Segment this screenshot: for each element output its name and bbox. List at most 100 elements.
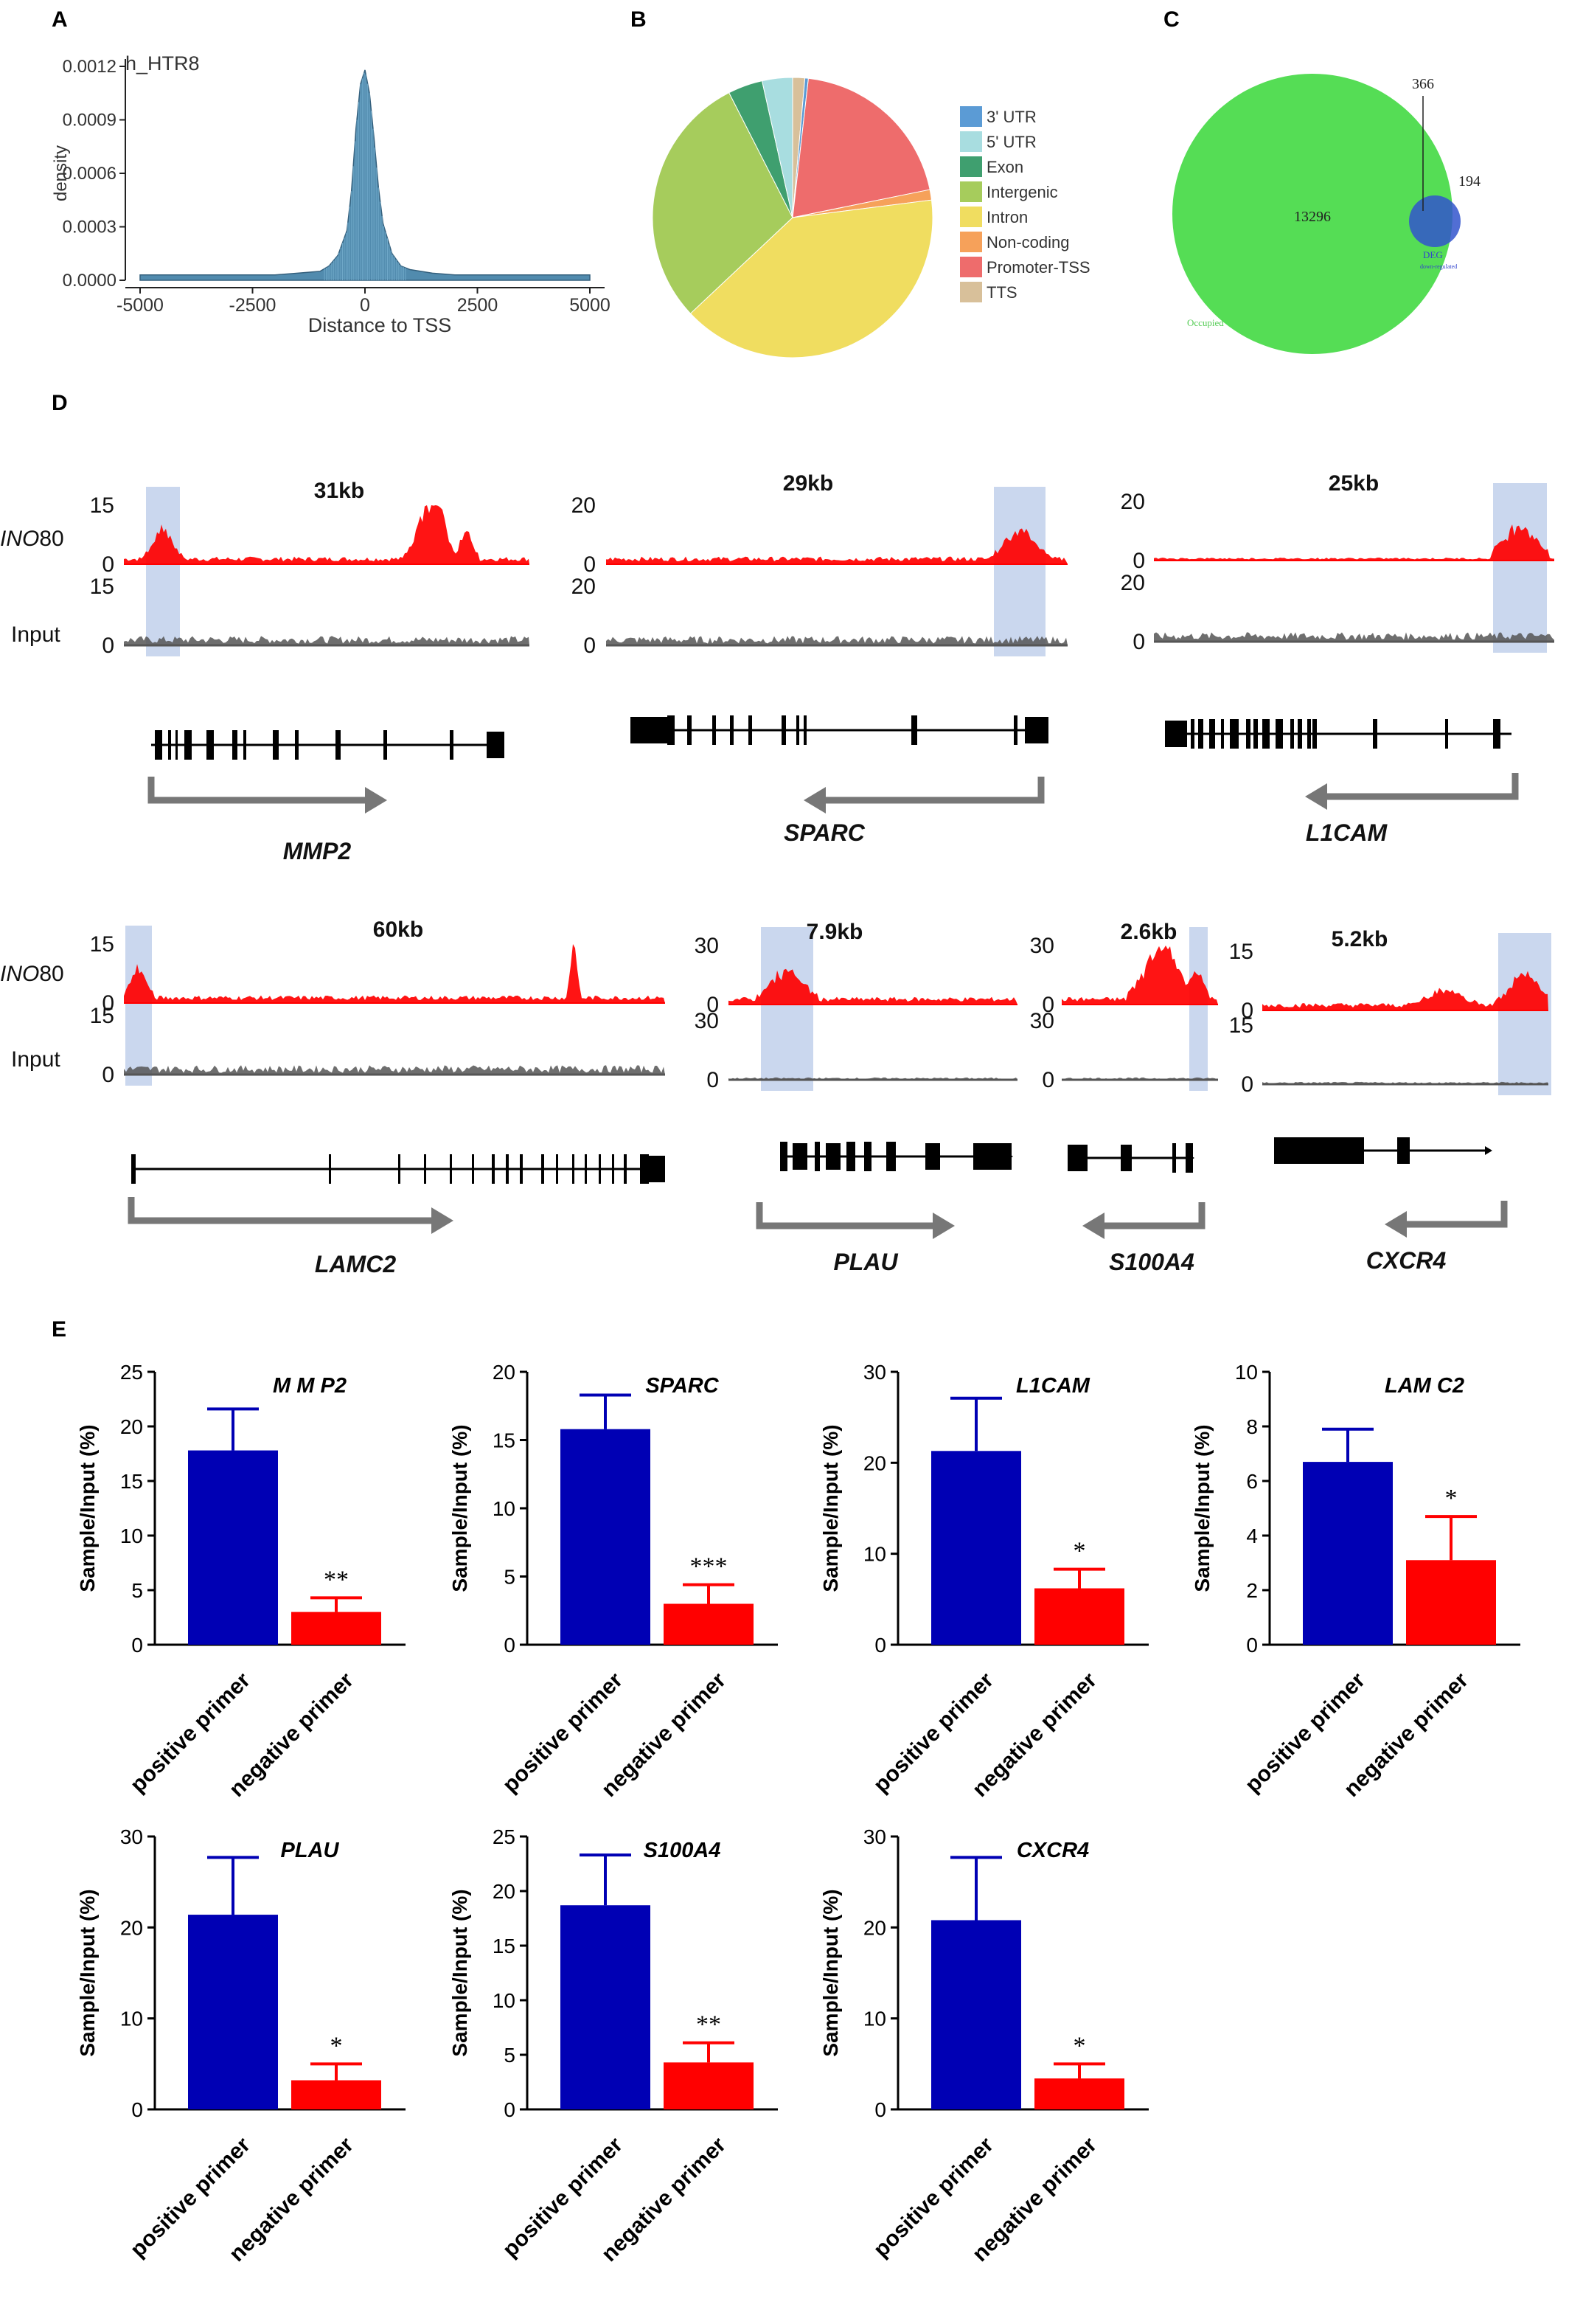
y-tick-label: 6 bbox=[1246, 1470, 1258, 1493]
gene-exon bbox=[826, 1143, 841, 1170]
tss-arrow-head bbox=[1082, 1213, 1104, 1239]
y-tick-label: 10 bbox=[120, 2008, 143, 2030]
panel-label-b: B bbox=[630, 7, 647, 32]
gene-exon bbox=[782, 715, 786, 745]
tss-arrow-head bbox=[1385, 1211, 1407, 1238]
ino80-zero-label: 0 bbox=[1241, 999, 1253, 1023]
gene-exon bbox=[667, 715, 675, 745]
tss-arrow-head bbox=[933, 1213, 955, 1239]
y-tick-label: 0.0012 bbox=[63, 57, 116, 77]
ino80-zero-label: 0 bbox=[583, 552, 596, 577]
y-axis-label: Sample/Input (%) bbox=[448, 1424, 471, 1592]
gene-exon bbox=[1307, 719, 1311, 749]
gene-exon bbox=[1397, 1137, 1410, 1164]
ino80-genome-tracks: INO80INO80InputInput15015031kbMMP2200200… bbox=[0, 471, 1554, 1277]
venn-occupied-count: 13296 bbox=[1294, 209, 1331, 225]
gene-title: L1CAM bbox=[1016, 1374, 1090, 1398]
ino80-max-label: 15 bbox=[90, 493, 114, 518]
gene-title: M M P2 bbox=[273, 1374, 347, 1398]
y-tick-label: 8 bbox=[1246, 1415, 1258, 1438]
legend-label: 5' UTR bbox=[987, 133, 1037, 151]
legend-swatch bbox=[960, 156, 982, 177]
gene-title: LAM C2 bbox=[1385, 1374, 1464, 1398]
gene-exon bbox=[295, 730, 299, 760]
gene-exon bbox=[541, 1154, 544, 1184]
y-tick-label: 10 bbox=[863, 1543, 886, 1566]
input-max-label: 15 bbox=[1229, 1013, 1253, 1038]
bar-positive-primer bbox=[931, 1920, 1021, 2109]
y-axis-label: Sample/Input (%) bbox=[76, 1424, 99, 1592]
pie-slice bbox=[761, 77, 793, 218]
y-tick-label: 20 bbox=[120, 1415, 143, 1438]
input-signal bbox=[606, 636, 1068, 645]
gene-exon bbox=[911, 715, 917, 745]
y-tick-label: 25 bbox=[493, 1825, 515, 1848]
venn-circle-occupied bbox=[1172, 74, 1453, 354]
gene-exon bbox=[572, 1154, 574, 1184]
ino80-max-label: 20 bbox=[571, 493, 596, 518]
y-tick-label: 0 bbox=[1246, 1634, 1258, 1657]
locus-span-label: 29kb bbox=[783, 471, 833, 496]
tss-arrow-head bbox=[1305, 783, 1327, 810]
peak-highlight bbox=[125, 926, 152, 1086]
gene-exon bbox=[846, 1142, 855, 1171]
pie-slice bbox=[652, 92, 793, 314]
legend-swatch bbox=[960, 207, 982, 227]
gene-exon bbox=[273, 730, 279, 760]
gene-exon bbox=[206, 730, 214, 760]
gene-exon bbox=[730, 715, 734, 745]
y-tick-label: 15 bbox=[120, 1470, 143, 1493]
gene-exon bbox=[1246, 719, 1250, 749]
gene-exon bbox=[398, 1154, 400, 1184]
y-tick-label: 0 bbox=[874, 2098, 886, 2121]
occupancy-deg-venn: 13296 366 194 DEG down-regulated Occupied bbox=[1172, 74, 1481, 354]
tss-arrow-line bbox=[128, 1197, 437, 1224]
y-tick-label: 0 bbox=[131, 2098, 143, 2121]
significance-marker: * bbox=[330, 2032, 343, 2059]
gene-exon bbox=[450, 730, 453, 760]
y-axis-label: Sample/Input (%) bbox=[76, 1889, 99, 2056]
chart-title: h_HTR8 bbox=[125, 52, 200, 74]
bar-positive-primer bbox=[188, 1915, 278, 2109]
gene-exon bbox=[1493, 719, 1500, 749]
pie-slice bbox=[792, 77, 930, 218]
gene-exon bbox=[748, 715, 752, 745]
panel-label-e: E bbox=[52, 1317, 66, 1342]
x-tick-label: 0 bbox=[360, 295, 370, 316]
legend-label: TTS bbox=[987, 283, 1017, 302]
gene-name-label: SPARC bbox=[784, 819, 866, 846]
gene-exon bbox=[175, 730, 178, 760]
y-tick-label: 20 bbox=[120, 1916, 143, 1939]
ino80-signal bbox=[606, 528, 1068, 564]
significance-marker: * bbox=[1074, 1538, 1086, 1565]
ino80-signal bbox=[1262, 971, 1548, 1010]
gene-name-label: S100A4 bbox=[1109, 1249, 1194, 1275]
bar-positive-primer bbox=[931, 1451, 1021, 1645]
input-max-label: 15 bbox=[90, 575, 114, 599]
y-tick-label: 0 bbox=[131, 1634, 143, 1657]
gene-name-label: PLAU bbox=[833, 1249, 898, 1275]
tss-density-histogram: 0.0000 0.0003 0.0006 0.0009 0.0012 -5000 -2500… bbox=[51, 52, 610, 336]
ino80-signal bbox=[124, 505, 529, 564]
y-tick-label: 2 bbox=[1246, 1579, 1258, 1602]
gene-exon bbox=[780, 1142, 787, 1171]
gene-exon bbox=[864, 1142, 872, 1171]
gene-exon bbox=[383, 730, 387, 760]
ino80-signal bbox=[1062, 946, 1218, 1005]
x-tick-label: -2500 bbox=[229, 295, 276, 316]
x-tick-label: 2500 bbox=[457, 295, 498, 316]
gene-name-label: L1CAM bbox=[1306, 819, 1388, 846]
gene-exon bbox=[1274, 1137, 1298, 1164]
x-tick-label: -5000 bbox=[116, 295, 164, 316]
legend-swatch bbox=[960, 232, 982, 252]
locus-span-label: 5.2kb bbox=[1332, 927, 1388, 951]
input-zero-label: 0 bbox=[706, 1068, 719, 1092]
gene-name-label: LAMC2 bbox=[315, 1251, 396, 1277]
gene-exon bbox=[815, 1142, 820, 1171]
input-zero-label: 0 bbox=[1241, 1072, 1253, 1097]
venn-deg-sublabel: down-regulated bbox=[1420, 263, 1457, 270]
input-max-label: 15 bbox=[90, 1004, 114, 1028]
peak-highlight bbox=[146, 487, 180, 656]
gene-strand-arrow bbox=[1187, 1154, 1194, 1162]
ino80-zero-label: 0 bbox=[1133, 549, 1145, 573]
